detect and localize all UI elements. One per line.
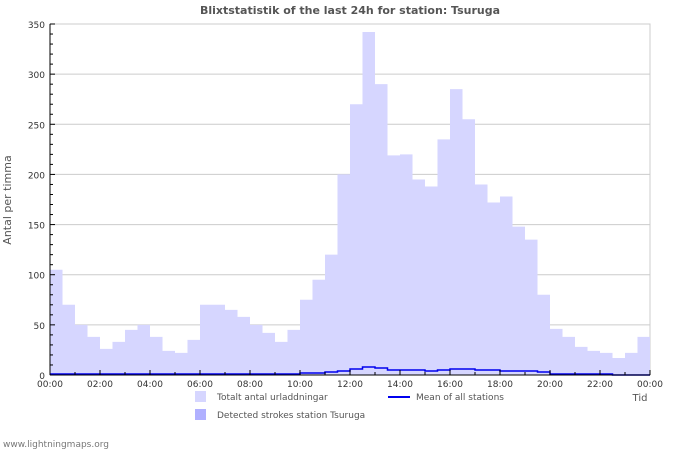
x-tick-label: 08:00 — [237, 380, 263, 390]
x-tick-label: 00:00 — [637, 380, 663, 390]
y-tick-label: 0 — [39, 372, 45, 382]
y-tick-label: 350 — [28, 21, 45, 31]
x-tick-label: 04:00 — [137, 380, 163, 390]
x-tick-label: 14:00 — [387, 380, 413, 390]
x-tick-label: 02:00 — [87, 380, 113, 390]
x-tick-label: 06:00 — [187, 380, 213, 390]
y-tick-label: 100 — [28, 272, 45, 282]
x-tick-label: 12:00 — [337, 380, 363, 390]
x-tick-label: 22:00 — [587, 380, 613, 390]
y-tick-label: 300 — [28, 71, 45, 81]
x-tick-label: 16:00 — [437, 380, 463, 390]
footer-credit: www.lightningmaps.org — [3, 440, 109, 450]
y-axis-label: Antal per timma — [1, 155, 14, 244]
y-tick-label: 150 — [28, 222, 45, 232]
legend-label: Mean of all stations — [416, 393, 504, 403]
x-tick-label: 10:00 — [287, 380, 313, 390]
x-tick-label: 18:00 — [487, 380, 513, 390]
x-tick-label: 20:00 — [537, 380, 563, 390]
series-area-0 — [50, 32, 650, 375]
series-line-2 — [50, 366, 650, 376]
legend-swatch — [195, 391, 206, 402]
legend-swatch — [195, 409, 206, 420]
y-tick-label: 250 — [28, 121, 45, 131]
legend-label: Detected strokes station Tsuruga — [217, 411, 365, 421]
y-tick-label: 200 — [28, 171, 45, 181]
x-axis-label: Tid — [632, 393, 648, 404]
legend-label: Totalt antal urladdningar — [216, 393, 328, 403]
y-tick-label: 50 — [34, 322, 46, 332]
chart-title: Blixtstatistik of the last 24h for stati… — [200, 4, 500, 17]
x-tick-label: 00:00 — [37, 380, 63, 390]
